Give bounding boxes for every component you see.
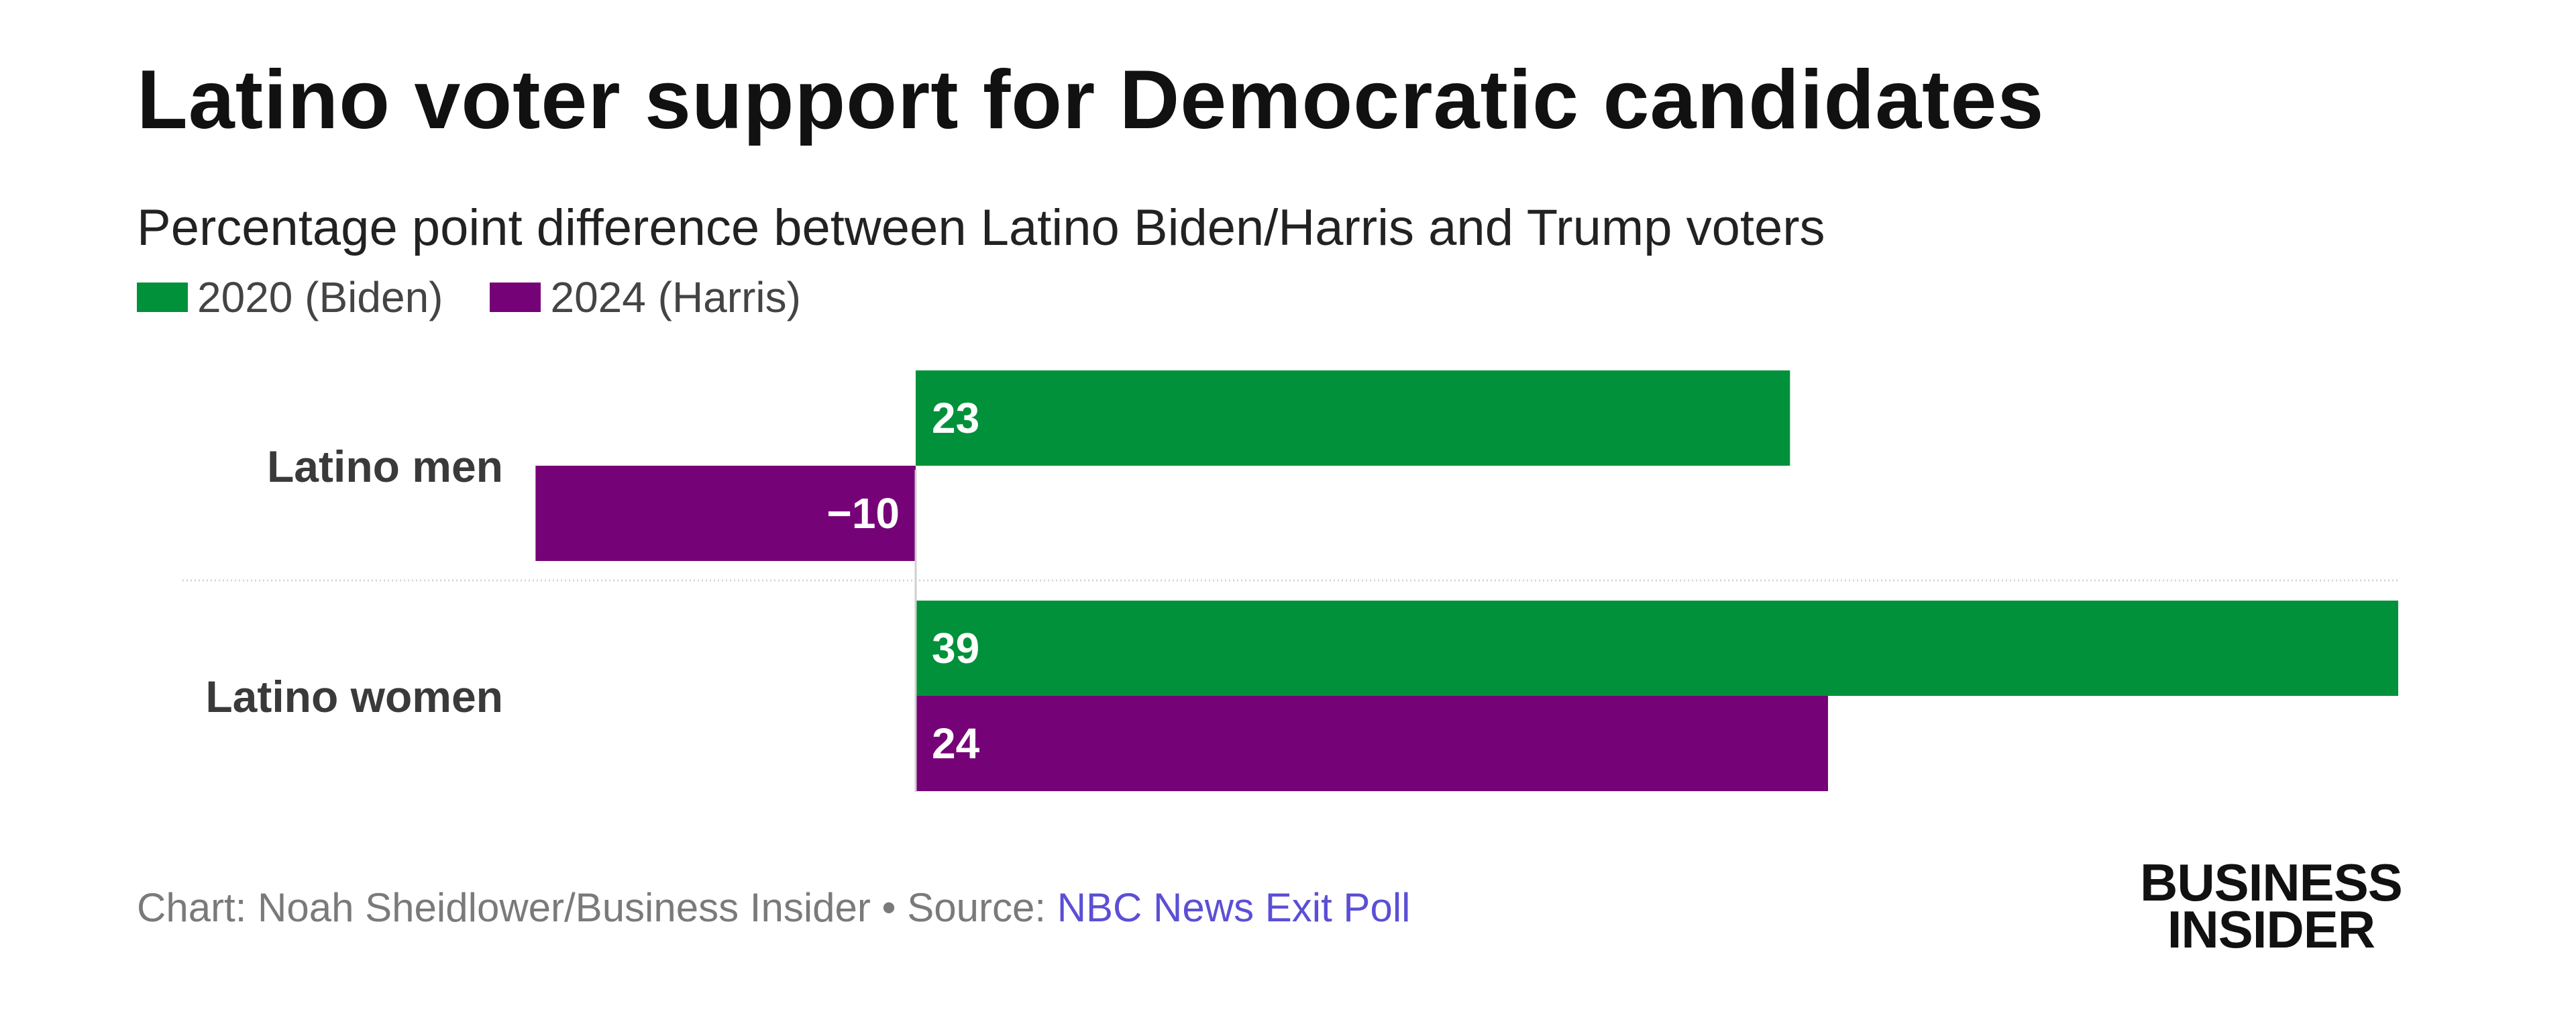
legend-swatch-2024 — [490, 283, 541, 312]
business-insider-logo: BUSINESS INSIDER — [2140, 853, 2403, 959]
category-label-latino-men: Latino men — [267, 442, 503, 491]
legend: 2020 (Biden) 2024 (Harris) — [137, 272, 848, 322]
legend-label-2024: 2024 (Harris) — [550, 273, 801, 321]
chart-title: Latino voter support for Democratic cand… — [137, 54, 2045, 146]
legend-item-2024: 2024 (Harris) — [490, 272, 801, 322]
bar-2024-harris--latino-men — [535, 466, 916, 561]
source-link[interactable]: NBC News Exit Poll — [1057, 885, 1411, 930]
legend-item-2020: 2020 (Biden) — [137, 272, 443, 322]
bar-2020-biden--latino-men — [916, 370, 1790, 466]
data-label-2020-biden--latino-men: 23 — [932, 394, 979, 442]
bar-2024-harris--latino-women — [916, 696, 1828, 791]
logo-line-2: INSIDER — [2167, 900, 2375, 959]
credit-text: Chart: Noah Sheidlower/Business Insider … — [137, 885, 1057, 930]
data-label-2024-harris--latino-men: −10 — [826, 489, 900, 538]
logo-line-1: BUSINESS — [2140, 853, 2403, 912]
data-label-2020-biden--latino-women: 39 — [932, 624, 979, 672]
legend-swatch-2020 — [137, 283, 188, 312]
chart-subtitle: Percentage point difference between Lati… — [137, 199, 1825, 256]
footer-credit: Chart: Noah Sheidlower/Business Insider … — [137, 884, 1410, 931]
data-label-2024-harris--latino-women: 24 — [932, 719, 980, 768]
category-label-latino-women: Latino women — [205, 672, 503, 721]
legend-label-2020: 2020 (Biden) — [197, 273, 443, 321]
bar-2020-biden--latino-women — [916, 601, 2398, 696]
